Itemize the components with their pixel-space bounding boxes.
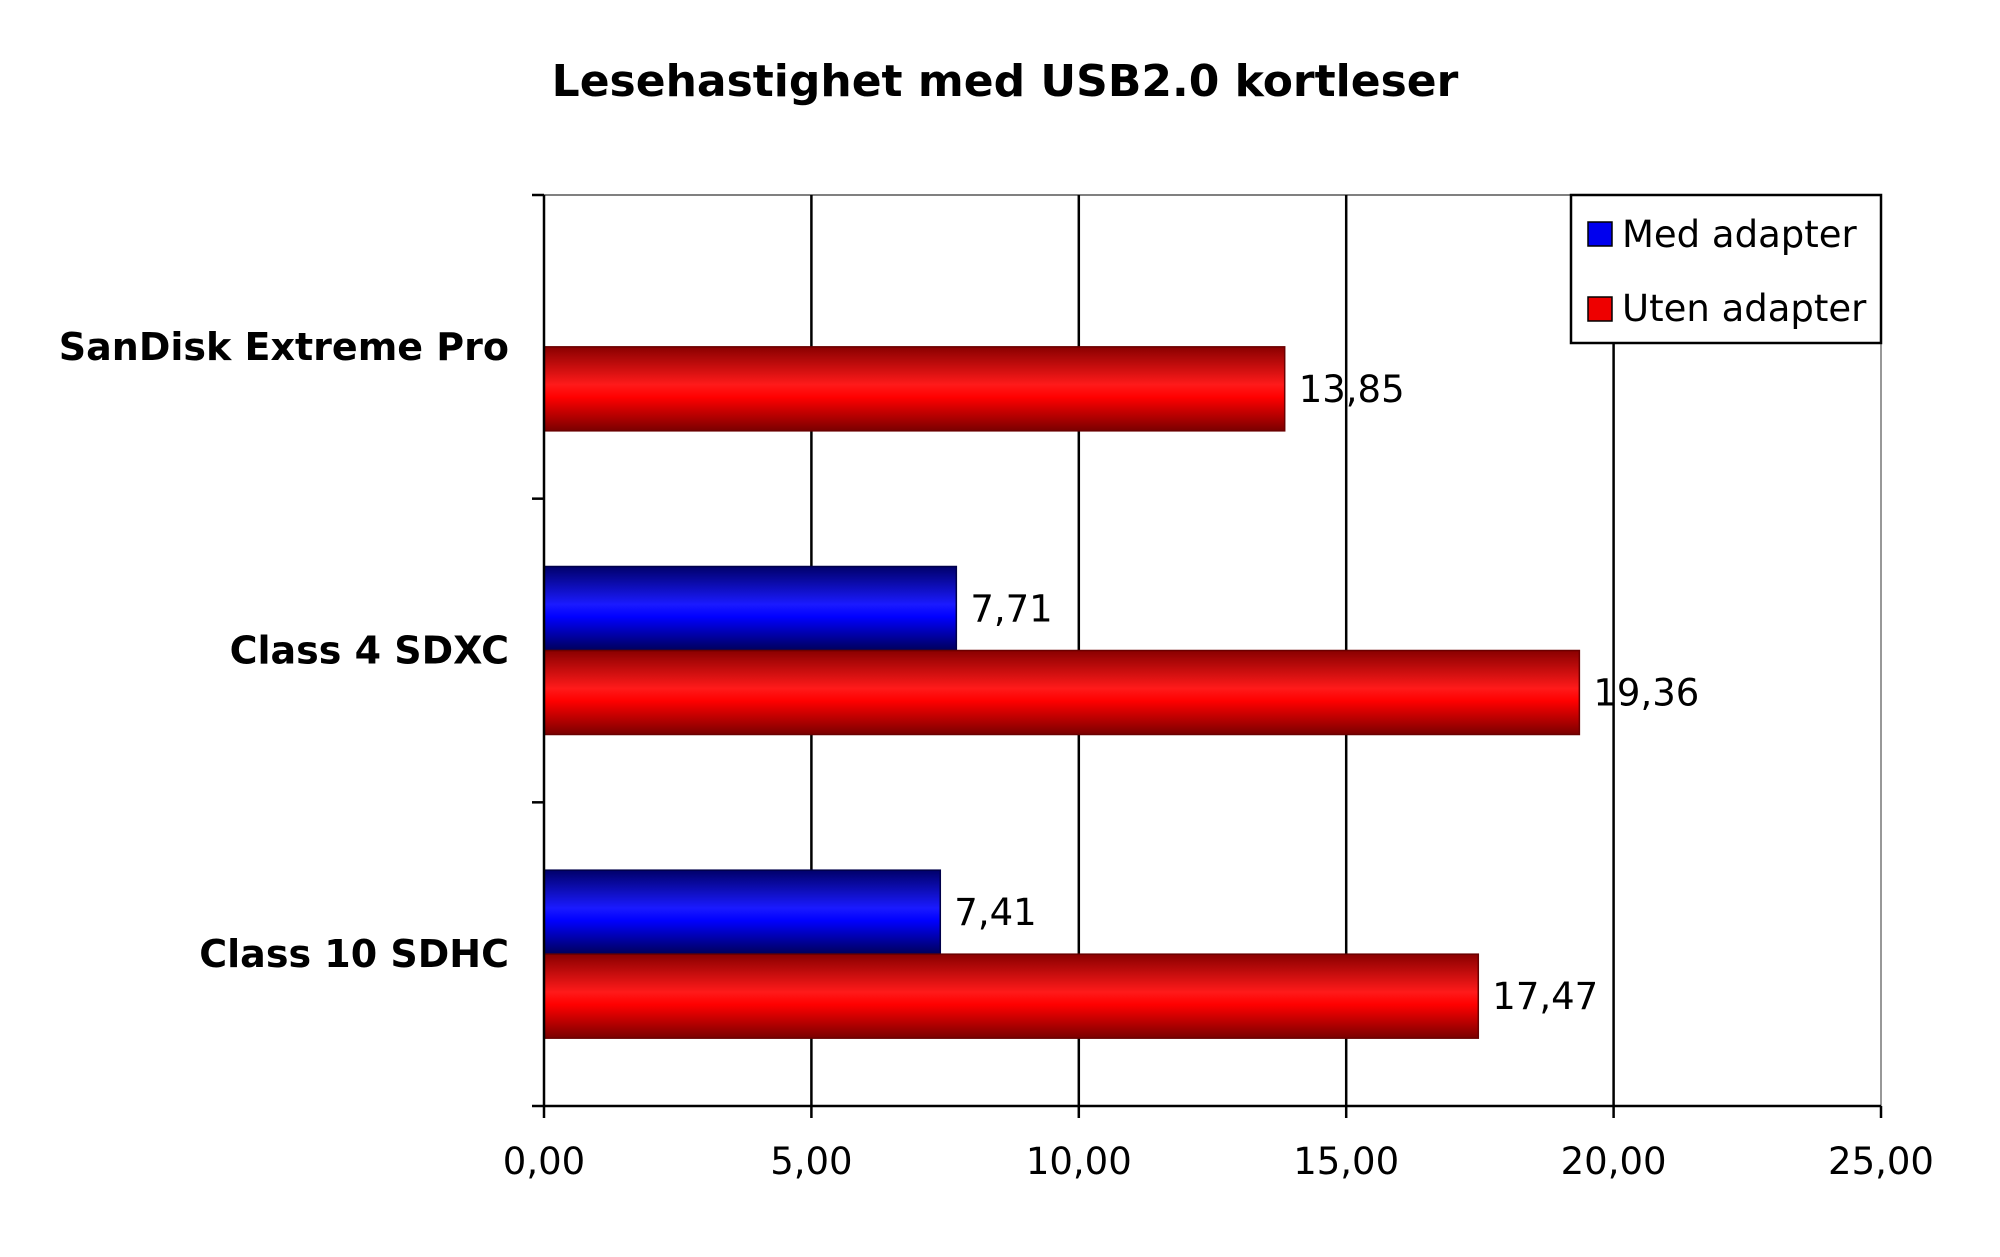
bar	[543, 649, 1581, 736]
data-label: 7,71	[970, 588, 1052, 631]
legend-box	[1569, 193, 1883, 345]
data-label: 13,85	[1299, 368, 1405, 411]
data-labels: 13,85 7,71 19,36 7,41 17,47	[954, 368, 1699, 1018]
x-tick-label: 5,00	[770, 1140, 852, 1183]
x-tick-label: 10,00	[1026, 1140, 1132, 1183]
x-tick-label: 20,00	[1561, 1140, 1667, 1183]
bar	[543, 869, 942, 955]
category-label: Class 10 SDHC	[199, 932, 509, 976]
category-label: SanDisk Extreme Pro	[59, 325, 509, 369]
legend-swatch-uten-adapter	[1587, 296, 1613, 322]
legend-label-uten-adapter: Uten adapter	[1622, 287, 1867, 330]
bar	[543, 565, 958, 652]
category-label: Class 4 SDXC	[230, 629, 509, 673]
bars	[543, 346, 1581, 1039]
x-tick-labels: 0,00 5,00 10,00 15,00 20,00 25,00	[503, 1140, 1934, 1183]
bar	[543, 953, 1480, 1039]
legend: Med adapter Uten adapter	[1569, 193, 1883, 345]
axes	[532, 193, 1883, 1118]
category-labels: SanDisk Extreme Pro Class 4 SDXC Class 10 …	[59, 325, 509, 976]
bar	[543, 346, 1286, 432]
legend-swatch-med-adapter	[1587, 221, 1613, 247]
x-tick-label: 15,00	[1293, 1140, 1399, 1183]
legend-label-med-adapter: Med adapter	[1622, 213, 1858, 256]
data-label: 19,36	[1593, 672, 1699, 715]
x-tick-label: 0,00	[503, 1140, 585, 1183]
x-tick-label: 25,00	[1828, 1140, 1934, 1183]
data-label: 17,47	[1492, 975, 1598, 1018]
chart-title: Lesehastighet med USB2.0 kortleser	[552, 56, 1459, 107]
data-label: 7,41	[954, 891, 1036, 934]
